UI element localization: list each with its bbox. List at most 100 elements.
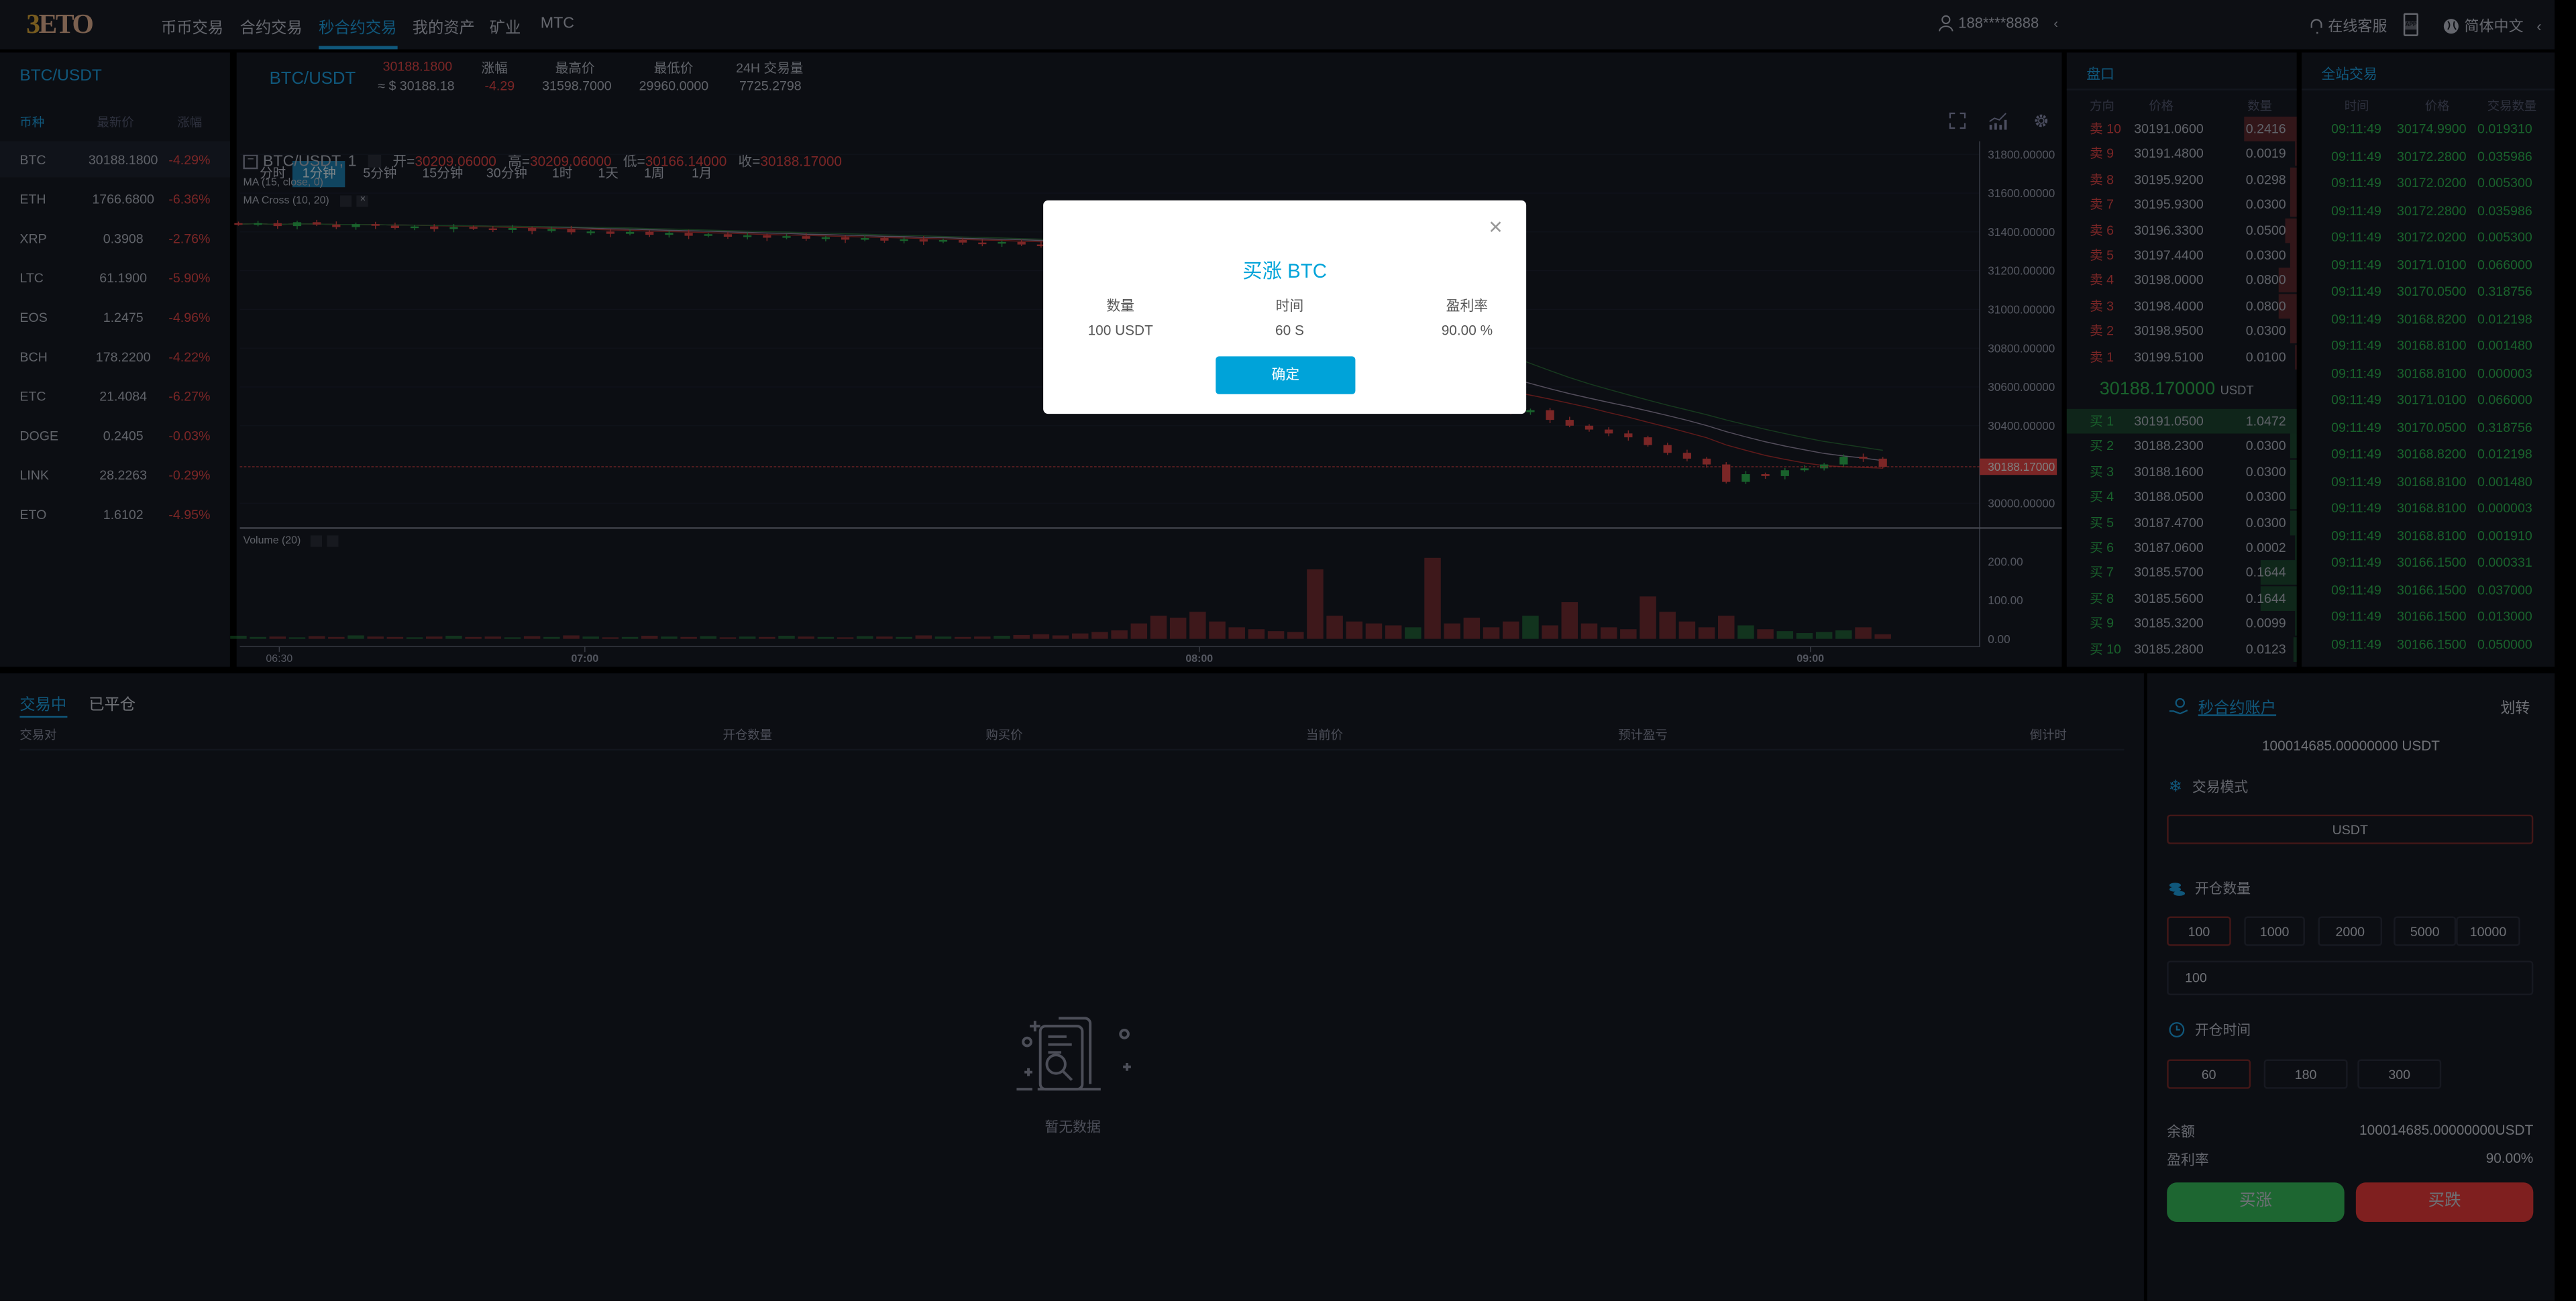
account-hand-icon xyxy=(2169,697,2188,714)
amount-input[interactable]: 100 xyxy=(2167,960,2534,996)
interval-tab[interactable]: 1分钟 xyxy=(292,161,346,188)
interval-tab[interactable]: 15分钟 xyxy=(422,166,464,181)
interval-tab[interactable]: 30分钟 xyxy=(486,166,527,181)
transfer-link[interactable]: 划转 xyxy=(2500,699,2530,716)
ask-row[interactable]: 卖 10 30191.0600 0.2416 xyxy=(2067,116,2297,142)
candle xyxy=(880,238,889,241)
interval-tab[interactable]: 分时 xyxy=(259,166,286,181)
amount-option[interactable]: 5000 xyxy=(2394,916,2457,946)
bid-row[interactable]: 买 5 30187.4700 0.0300 xyxy=(2067,510,2297,535)
bid-row[interactable]: 买 8 30185.5600 0.1644 xyxy=(2067,585,2297,611)
trade-row: 09:11:49 30168.8100 0.000003 xyxy=(2302,361,2555,387)
nav-item[interactable]: 币币交易 xyxy=(161,19,224,38)
candle xyxy=(1624,433,1633,438)
nav-item[interactable]: 我的资产 xyxy=(412,19,475,38)
nav-item[interactable]: 秒合约交易 xyxy=(319,15,396,50)
volume-settings-icon[interactable] xyxy=(310,535,323,547)
buy-down-button[interactable]: 买跌 xyxy=(2355,1182,2534,1223)
interval-tab[interactable]: 1时 xyxy=(551,166,573,181)
app-download[interactable]: APP xyxy=(2403,13,2418,36)
interval-tab[interactable]: 1天 xyxy=(598,166,619,181)
interval-tab[interactable]: 5分钟 xyxy=(363,166,397,181)
bid-row[interactable]: 买 2 30188.2300 0.0300 xyxy=(2067,434,2297,459)
market-row[interactable]: EOS 1.2475 -4.96% xyxy=(0,299,230,335)
positions-tab[interactable]: 交易中 xyxy=(19,691,67,718)
user-menu[interactable]: 188****8888 ‹ xyxy=(1939,15,2058,32)
modal-title: 买涨 BTC xyxy=(1242,259,1327,283)
depth-bar xyxy=(2244,116,2297,142)
bid-row[interactable]: 买 3 30188.1600 0.0300 xyxy=(2067,459,2297,484)
language-select[interactable]: 简体中文 ‹ xyxy=(2443,15,2542,36)
ma-cross-remove-icon[interactable]: × xyxy=(357,195,369,207)
market-row[interactable]: BCH 178.2200 -4.22% xyxy=(0,338,230,374)
logo[interactable]: 3ETO xyxy=(26,8,94,40)
account-title-link[interactable]: 秒合约账户 xyxy=(2198,699,2277,718)
volume-bar xyxy=(543,636,560,639)
amount-option[interactable]: 2000 xyxy=(2318,916,2383,946)
trade-row: 09:11:49 30168.8200 0.012198 xyxy=(2302,442,2555,468)
legend-settings-icon[interactable] xyxy=(368,154,382,168)
amount-option[interactable]: 100 xyxy=(2167,916,2231,946)
market-row[interactable]: LTC 61.1900 -5.90% xyxy=(0,260,230,296)
side: 买 5 xyxy=(2090,514,2114,530)
user-phone: 188****8888 xyxy=(1958,15,2039,32)
market-coin: ETH xyxy=(19,191,46,207)
volume-bar xyxy=(1209,621,1226,639)
market-row[interactable]: ETO 1.6102 -4.95% xyxy=(0,496,230,532)
market-row[interactable]: BTC 30188.1800 -4.29% xyxy=(0,141,230,178)
bid-row[interactable]: 买 1 30191.0500 1.0472 xyxy=(2066,408,2297,434)
bid-row[interactable]: 买 7 30185.5700 0.1644 xyxy=(2067,561,2297,585)
market-row[interactable]: LINK 28.2263 -0.29% xyxy=(0,457,230,493)
market-row[interactable]: XRP 0.3908 -2.76% xyxy=(0,220,230,256)
candle xyxy=(978,242,987,245)
indicators-icon[interactable] xyxy=(1988,112,2007,130)
bid-row[interactable]: 买 9 30185.3200 0.0099 xyxy=(2067,611,2297,636)
interval-tab[interactable]: 1周 xyxy=(644,166,665,181)
close-icon[interactable]: ✕ xyxy=(1488,218,1503,239)
candle xyxy=(1526,410,1535,412)
ask-row[interactable]: 卖 2 30198.9500 0.0300 xyxy=(2067,319,2297,344)
bid-row[interactable]: 买 4 30188.0500 0.0300 xyxy=(2067,484,2297,510)
ask-row[interactable]: 卖 3 30198.4000 0.0800 xyxy=(2067,293,2297,319)
amount-option[interactable]: 10000 xyxy=(2456,916,2520,946)
candle xyxy=(841,237,850,240)
settings-gear-icon[interactable] xyxy=(2032,112,2050,130)
trade-mode-select[interactable]: USDT xyxy=(2167,814,2534,844)
volume-bar xyxy=(661,636,678,639)
bid-row[interactable]: 买 10 30185.2800 0.0123 xyxy=(2067,636,2297,661)
volume-bar xyxy=(288,637,306,639)
ask-row[interactable]: 卖 5 30197.4400 0.0300 xyxy=(2067,243,2297,268)
price: 30187.0600 xyxy=(2134,540,2204,555)
positions-tab[interactable]: 已平仓 xyxy=(89,696,136,715)
candle xyxy=(900,239,908,241)
buy-up-button[interactable]: 买涨 xyxy=(2167,1182,2345,1223)
market-row[interactable]: ETC 21.4084 -6.27% xyxy=(0,378,230,414)
depth-bar xyxy=(2290,484,2297,510)
amount-option[interactable]: 1000 xyxy=(2244,916,2305,946)
ma-cross-settings-icon[interactable] xyxy=(340,195,353,207)
ask-row[interactable]: 卖 7 30195.9300 0.0300 xyxy=(2067,192,2297,217)
fullscreen-icon[interactable] xyxy=(1948,112,1966,130)
nav-item[interactable]: MTC xyxy=(540,15,575,33)
ask-row[interactable]: 卖 4 30198.0000 0.0800 xyxy=(2067,268,2297,293)
nav-item[interactable]: 合约交易 xyxy=(239,19,303,38)
interval-tab[interactable]: 1月 xyxy=(692,166,712,181)
time-option[interactable]: 60 xyxy=(2167,1059,2251,1089)
market-row[interactable]: ETH 1766.6800 -6.36% xyxy=(0,180,230,217)
modal-time: 时间 60 S xyxy=(1240,296,1339,345)
market-row[interactable]: DOGE 0.2405 -0.03% xyxy=(0,417,230,453)
ask-row[interactable]: 卖 1 30199.5100 0.0100 xyxy=(2067,344,2297,370)
time-option[interactable]: 180 xyxy=(2263,1059,2348,1089)
candle xyxy=(313,222,321,225)
ask-row[interactable]: 卖 9 30191.4800 0.0019 xyxy=(2067,142,2297,167)
volume-remove-icon[interactable] xyxy=(327,535,339,547)
ask-row[interactable]: 卖 8 30195.9200 0.0298 xyxy=(2067,167,2297,192)
ticker-high: 31598.7000 xyxy=(542,78,612,94)
ask-row[interactable]: 卖 6 30196.3300 0.0500 xyxy=(2067,217,2297,243)
nav-item[interactable]: 矿业 xyxy=(489,19,521,38)
time-option[interactable]: 300 xyxy=(2357,1059,2442,1089)
bid-row[interactable]: 买 6 30187.0600 0.0002 xyxy=(2067,535,2297,561)
confirm-button[interactable]: 确定 xyxy=(1216,356,1356,394)
online-support[interactable]: 在线客服 xyxy=(2310,15,2387,36)
